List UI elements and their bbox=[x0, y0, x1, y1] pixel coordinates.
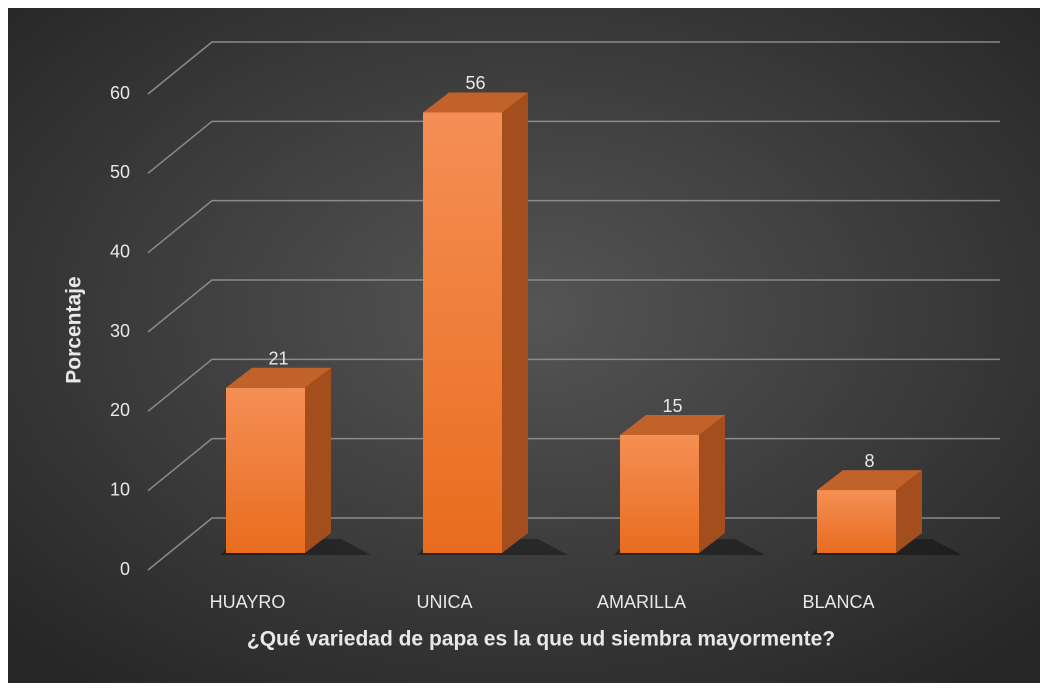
bar bbox=[620, 435, 699, 553]
bar-top bbox=[423, 92, 528, 113]
data-label: 56 bbox=[465, 73, 485, 93]
bar-top bbox=[226, 367, 331, 388]
y-tick-label: 50 bbox=[110, 162, 130, 182]
grid-line bbox=[147, 358, 1000, 412]
bar-side bbox=[305, 367, 331, 553]
x-tick-label: BLANCA bbox=[802, 592, 874, 612]
y-tick-label: 20 bbox=[110, 400, 130, 420]
data-label: 15 bbox=[662, 396, 682, 416]
bar-top bbox=[620, 415, 725, 435]
x-axis-title: ¿Qué variedad de papa es la que ud siemb… bbox=[247, 628, 835, 651]
x-tick-label: AMARILLA bbox=[597, 592, 686, 612]
bar bbox=[817, 490, 896, 553]
data-label: 8 bbox=[864, 451, 874, 471]
y-tick-label: 40 bbox=[110, 241, 130, 261]
grid-line bbox=[147, 199, 1000, 254]
x-tick-label: UNICA bbox=[416, 592, 472, 612]
data-label: 21 bbox=[268, 349, 288, 369]
bar bbox=[226, 387, 305, 553]
grid-line bbox=[147, 279, 1000, 333]
bar-side bbox=[502, 92, 528, 553]
grid-line bbox=[147, 517, 1000, 571]
y-tick-label: 60 bbox=[110, 83, 130, 103]
grid-line bbox=[147, 437, 1000, 492]
grid-line bbox=[147, 120, 1000, 174]
y-tick-label: 30 bbox=[110, 321, 130, 341]
grid-line bbox=[147, 41, 1000, 95]
bar-side bbox=[699, 415, 725, 553]
y-tick-label: 0 bbox=[120, 559, 130, 579]
bar-side bbox=[896, 470, 922, 553]
x-tick-label: HUAYRO bbox=[210, 592, 286, 612]
bar-top bbox=[817, 470, 922, 491]
y-axis-title: Porcentaje bbox=[63, 276, 86, 383]
y-tick-label: 10 bbox=[110, 479, 130, 499]
bar bbox=[423, 112, 502, 553]
